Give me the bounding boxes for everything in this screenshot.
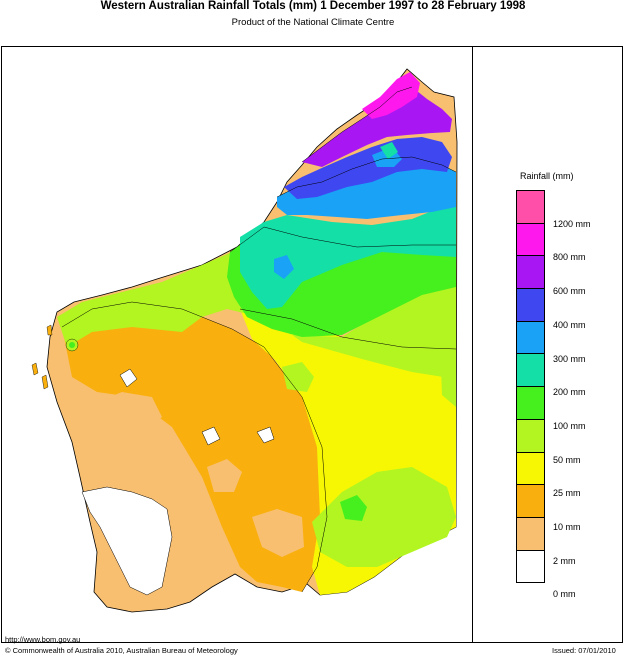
legend-swatch	[516, 516, 545, 551]
band-0-2-patch2	[256, 426, 275, 444]
band-600-800	[284, 137, 452, 199]
legend-swatch	[516, 288, 545, 322]
band-1200-plus	[362, 72, 420, 119]
band-100-200-patch	[282, 362, 314, 392]
source-url[interactable]: http://www.bom.gov.au	[5, 635, 81, 644]
island	[31, 362, 39, 376]
contour-lines	[61, 86, 457, 593]
band-400-600	[277, 157, 456, 219]
island	[46, 324, 53, 336]
band-0-2-patch3	[201, 426, 221, 446]
band-200-300-east	[340, 495, 367, 521]
legend-swatch	[516, 320, 545, 355]
legend-swatch	[516, 549, 545, 584]
legend-label: 10 mm	[553, 522, 581, 532]
band-300-400-inner	[380, 142, 398, 159]
legend-label: 300 mm	[553, 353, 586, 364]
legend-label: 800 mm	[553, 252, 586, 263]
band-300-400	[240, 202, 456, 309]
legend-label: 2 mm	[553, 555, 576, 566]
legend-swatch	[516, 451, 545, 486]
legend-label: 200 mm	[553, 387, 586, 398]
issued-date: Issued: 07/01/2010	[552, 646, 616, 655]
band-400-600-blob	[274, 255, 294, 279]
band-100-200-east	[312, 467, 456, 567]
legend-swatch	[516, 418, 545, 453]
map-subtitle: Product of the National Climate Centre	[231, 17, 395, 28]
map-title: Western Australian Rainfall Totals (mm) …	[100, 0, 526, 12]
band-300-400-west-spot	[69, 342, 75, 348]
legend-label: 600 mm	[553, 286, 586, 297]
band-0-2-patch1	[119, 368, 138, 388]
legend-label: 400 mm	[553, 319, 586, 330]
legend-swatch	[516, 353, 545, 388]
legend-label: 25 mm	[553, 488, 581, 499]
band-100-200-blob	[440, 337, 456, 407]
legend-label: 50 mm	[553, 454, 581, 465]
band-0-2-sw	[81, 486, 173, 596]
legend-title: Rainfall (mm)	[520, 171, 574, 181]
band-10-25-pocket3	[97, 392, 162, 432]
band-10-25-pocket2	[207, 459, 242, 492]
map-frame	[1, 46, 623, 643]
legend-divider	[472, 46, 473, 643]
island	[41, 374, 49, 390]
legend-swatch	[516, 484, 545, 518]
legend-label: 0 mm	[553, 589, 576, 600]
legend-swatch	[516, 190, 545, 224]
legend	[516, 190, 545, 584]
legend-swatch	[516, 222, 545, 257]
legend-swatch	[516, 386, 545, 420]
legend-label: 100 mm	[553, 420, 586, 431]
band-10-25-pocket1	[252, 509, 304, 557]
band-800-1200	[302, 87, 452, 167]
legend-label: 1200 mm	[553, 218, 591, 229]
legend-swatch	[516, 255, 545, 290]
copyright-text: © Commonwealth of Australia 2010, Austra…	[5, 646, 238, 655]
rainfall-map	[31, 68, 458, 613]
